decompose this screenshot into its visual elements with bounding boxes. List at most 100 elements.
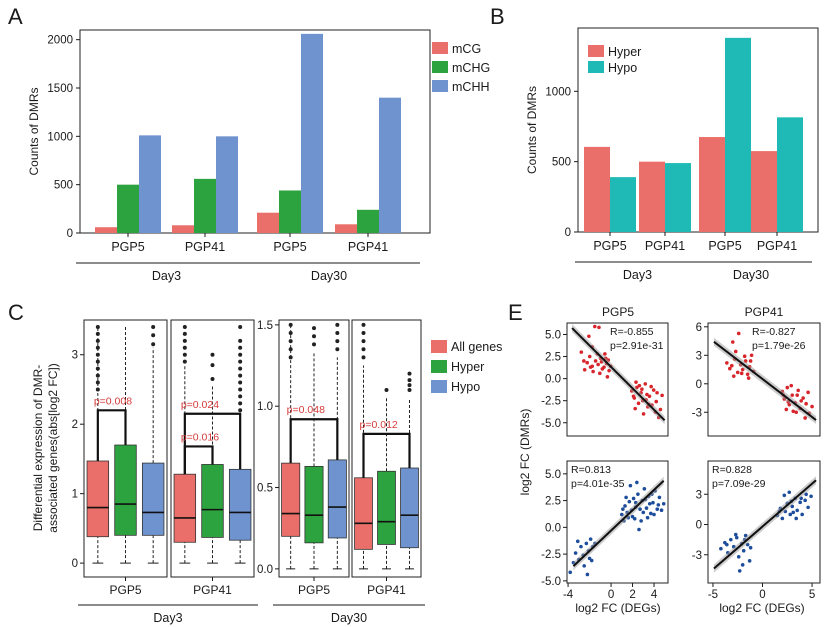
scatter-point (801, 396, 805, 400)
outlier-point (312, 334, 316, 339)
box-hyper (201, 464, 224, 538)
x-tick-label: 5 (809, 589, 815, 601)
outlier-point (361, 331, 366, 336)
significance-bracket (183, 412, 242, 475)
scatter-point (739, 371, 744, 376)
scatter-point (589, 558, 594, 563)
x-tick-label: PGP5 (593, 239, 626, 253)
y-tick-label: -2.5 (541, 396, 561, 408)
outlier-point (95, 373, 100, 378)
bar-mchg-4 (357, 209, 379, 233)
outlier-point (335, 339, 340, 344)
p-value-label: p=0.012 (360, 419, 398, 431)
scatter-point (637, 527, 641, 532)
scatter-point (725, 542, 729, 547)
scatter-point (633, 406, 637, 411)
scatter-point (746, 376, 751, 380)
regression-line (572, 480, 665, 567)
x-tick-label: -5 (708, 589, 718, 601)
outlier-point (407, 378, 412, 383)
bar-mchg-1 (117, 184, 139, 233)
legend-label-mcg: mCG (452, 42, 481, 56)
scatter-point (728, 537, 733, 542)
y-tick-label: 0 (72, 558, 78, 570)
scatter-point (602, 365, 606, 369)
scatter-point (598, 371, 602, 376)
y-tick-label: 1.5 (257, 320, 273, 332)
outlier-point (238, 366, 243, 371)
regression-line (571, 327, 666, 421)
y-tick-label: -2.5 (541, 549, 561, 561)
scatter-frame (566, 460, 669, 584)
scatter-point (660, 393, 664, 398)
facet-label: PGP5 (109, 583, 141, 597)
p-value-label: p=0.016 (181, 431, 219, 443)
y-tick-label: 0.0 (545, 374, 561, 386)
outlier-point (151, 324, 156, 329)
legend-swatch-mchg (432, 61, 448, 73)
scatter-point (748, 359, 753, 363)
facet-label: PGP5 (298, 583, 330, 597)
scatter-point (575, 539, 580, 544)
scatter-point (593, 359, 598, 363)
x-tick-label: PGP41 (645, 239, 685, 253)
regression-line (713, 479, 817, 570)
y-tick-label: 1500 (47, 83, 73, 95)
x-tick-label: PGP41 (185, 240, 225, 254)
legend-label-hypo: Hypo (608, 61, 637, 75)
scatter-point (649, 384, 653, 389)
outlier-point (238, 380, 243, 385)
outlier-point (210, 363, 215, 368)
scatter-point (636, 492, 640, 496)
bar-mchh-3 (301, 33, 323, 233)
outlier-point (95, 359, 100, 364)
bar-mcg-1 (95, 227, 117, 233)
outlier-point (238, 373, 243, 378)
column-title-pgp41: PGP41 (745, 305, 784, 319)
legend-label-all-genes: All genes (451, 340, 502, 354)
scatter-point (733, 532, 738, 537)
scatter-point (645, 392, 649, 397)
scatter-point (787, 490, 792, 495)
bar-mcg-3 (257, 212, 279, 233)
scatter-point (651, 500, 655, 505)
bar-mchh-1 (139, 135, 161, 233)
x-tick-label: PGP5 (708, 239, 741, 253)
scatter-point (642, 487, 647, 491)
scatter-frame (707, 460, 821, 584)
scatter-frame (566, 322, 669, 437)
scatter-point (588, 537, 593, 541)
legend-swatch-mcg (432, 42, 448, 54)
scatter-point (806, 390, 810, 395)
scatter-point (795, 508, 800, 513)
significance-bracket (289, 418, 339, 464)
scatter-point (584, 541, 589, 546)
bar-hypo-4 (777, 117, 803, 232)
scatter-point (719, 546, 723, 551)
legend-swatch-mchh (432, 80, 448, 92)
outlier-point (312, 326, 316, 331)
scatter-point (809, 494, 813, 499)
y-tick-label: 500 (54, 180, 73, 192)
outlier-point (238, 394, 243, 399)
y-tick-label: 2.5 (545, 352, 561, 364)
scatter-point (585, 572, 590, 577)
group-label-day3: Day3 (153, 611, 182, 625)
outlier-point (407, 383, 412, 388)
box-hyper (114, 444, 137, 536)
group-label-day3: Day3 (152, 269, 181, 283)
scatter-point (780, 516, 785, 521)
legend-label-hypo: Hypo (451, 380, 480, 394)
y-tick-label: 6 (696, 322, 702, 334)
scatter-point (637, 383, 642, 388)
scatter-point (782, 493, 787, 498)
scatter-point (789, 383, 794, 388)
box-hypo (141, 462, 165, 536)
scatter-point (730, 340, 735, 344)
significance-bracket (183, 445, 214, 475)
scatter-point (810, 404, 814, 409)
y-tick-label: -3 (692, 407, 702, 419)
y-tick-label: 0 (565, 227, 571, 239)
outlier-point (361, 347, 366, 352)
scatter-point (635, 480, 639, 485)
